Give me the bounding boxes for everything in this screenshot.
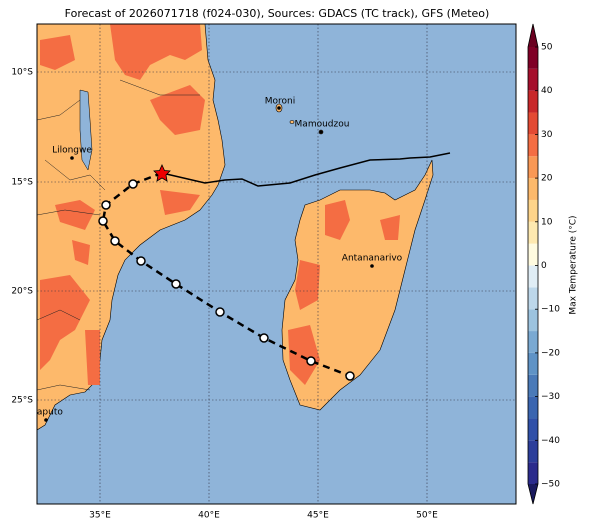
colorbar-tick-label: 40: [541, 86, 553, 96]
colorbar-tick-label: −20: [541, 348, 560, 358]
storm-symbol: [171, 279, 181, 289]
colorbar-segment: [528, 440, 538, 463]
colorbar-label: Max Temperature (°C): [569, 215, 579, 314]
lon-tick-label: 35°E: [89, 511, 111, 521]
city-marker: [44, 418, 48, 422]
storm-symbol: [259, 333, 269, 343]
colorbar-segment: [528, 309, 538, 332]
colorbar-segment: [528, 178, 538, 200]
colorbar-extend-high: [528, 24, 538, 47]
colorbar-tick-label: 20: [541, 174, 553, 184]
city-label: Mamoudzou: [295, 120, 350, 130]
hot-area: [40, 24, 205, 385]
lon-tick-label: 40°E: [198, 511, 220, 521]
track-point: [98, 216, 108, 226]
city-marker: [319, 130, 323, 134]
colorbar-segment: [528, 396, 538, 419]
city-label: Moroni: [265, 97, 296, 107]
storm-symbol: [215, 307, 225, 317]
lat-tick-label: 10°S: [11, 68, 33, 78]
colorbar-segment: [528, 287, 538, 310]
storm-symbol: [110, 236, 120, 246]
track-point: [128, 179, 138, 189]
city-label: Lilongwe: [52, 146, 92, 156]
track-line: [161, 152, 451, 187]
colorbar-segment: [528, 331, 538, 353]
colorbar-segment: [528, 199, 538, 222]
storm-symbol: [136, 256, 146, 266]
city-marker: [70, 156, 74, 160]
colorbar-segment: [528, 112, 538, 135]
colorbar-segment: [528, 68, 538, 91]
colorbar-tick-label: −10: [541, 305, 560, 315]
colorbar-extend-low: [528, 484, 538, 504]
colorbar-segment: [528, 418, 538, 441]
borders: [37, 79, 200, 391]
colorbar-tick-label: −30: [541, 392, 560, 402]
city-label: Maputo: [29, 408, 63, 418]
lake-malawi: [79, 89, 93, 171]
current-position: [153, 164, 171, 182]
map-frame: [36, 23, 517, 505]
colorbar-tick-label: 10: [541, 217, 553, 227]
colorbar-tick-label: 50: [541, 43, 553, 53]
colorbar-segment: [528, 265, 538, 288]
colorbar-tick-label: 30: [541, 130, 553, 140]
map-title: Forecast of 2026071718 (f024-030), Sourc…: [65, 7, 490, 20]
lon-tick-label: 50°E: [416, 511, 438, 521]
island: [289, 120, 295, 124]
colorbar-segment: [528, 90, 538, 113]
colorbar-segment: [528, 156, 538, 179]
lat-tick-label: 15°S: [11, 178, 33, 188]
hot-area: [288, 200, 400, 385]
track-point: [101, 200, 111, 210]
storm-symbol: [306, 356, 316, 366]
colorbar-tick-label: 0: [541, 261, 547, 271]
colorbar-segment: [528, 221, 538, 244]
colorbar-tick-label: −50: [541, 480, 560, 490]
colorbar-segment: [528, 134, 538, 157]
lon-tick-label: 45°E: [307, 511, 329, 521]
colorbar-segment: [528, 243, 538, 266]
lat-tick-label: 20°S: [11, 287, 33, 297]
colorbar-segment: [528, 352, 538, 375]
lat-tick-label: 25°S: [11, 396, 33, 406]
colorbar-segment: [528, 47, 538, 69]
colorbar-segment: [528, 462, 538, 484]
city-label: Antananarivo: [342, 254, 403, 264]
city-marker: [370, 264, 374, 268]
map: Moroni Mamoudzou Lilongwe Antananarivo Maput…: [29, 24, 516, 504]
storm-symbol: [345, 371, 355, 381]
colorbar-tick-label: −40: [541, 436, 560, 446]
city-marker: [277, 106, 281, 110]
colorbar-segment: [528, 374, 538, 397]
